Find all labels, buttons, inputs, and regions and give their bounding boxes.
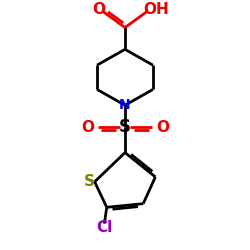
Text: O: O (81, 120, 94, 134)
Text: S: S (119, 118, 131, 136)
Text: O: O (92, 2, 105, 17)
Text: Cl: Cl (96, 220, 112, 236)
Text: S: S (84, 174, 95, 189)
Text: O: O (156, 120, 169, 134)
Text: OH: OH (143, 2, 169, 17)
Text: N: N (119, 98, 131, 112)
